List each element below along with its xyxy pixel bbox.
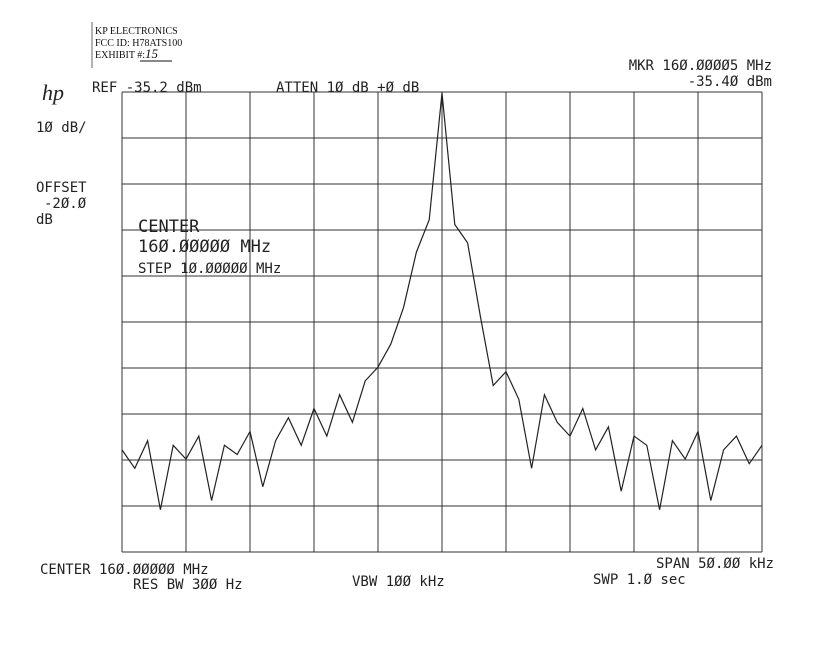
marker-frequency: MKR 16Ø.ØØØØ5 MHz — [629, 58, 772, 74]
sweep: SWP 1.Ø sec — [593, 572, 686, 588]
plot — [121, 91, 763, 553]
span: SPAN 5Ø.ØØ kHz — [656, 556, 774, 572]
marker-level: -35.4Ø dBm — [688, 74, 772, 90]
exhibit: EXHIBIT #: — [95, 50, 145, 61]
logo: hp — [42, 80, 64, 105]
trace — [121, 92, 763, 510]
center-value: 16Ø.ØØØØØ MHz — [138, 237, 271, 257]
offset-value: -2Ø.Ø — [44, 196, 87, 212]
exhibit-number: 15 — [145, 46, 159, 61]
company: KP ELECTRONICS — [95, 26, 178, 37]
attenuation: ATTEN 1Ø dB +Ø dB — [276, 80, 419, 96]
offset-label: OFFSET — [36, 180, 87, 196]
res-bw: RES BW 3ØØ Hz — [133, 577, 243, 593]
reference: REF -35.2 dBm — [92, 80, 202, 96]
center-footer: CENTER 16Ø.ØØØØØ MHz — [40, 562, 209, 578]
center-label: CENTER — [138, 217, 200, 237]
scale: 1Ø dB/ — [36, 120, 87, 136]
fcc-id: FCC ID: H78ATS100 — [95, 38, 182, 49]
offset-unit: dB — [36, 212, 53, 228]
step: STEP 1Ø.ØØØØØ MHz — [138, 261, 281, 277]
vbw: VBW 1ØØ kHz — [352, 574, 445, 590]
